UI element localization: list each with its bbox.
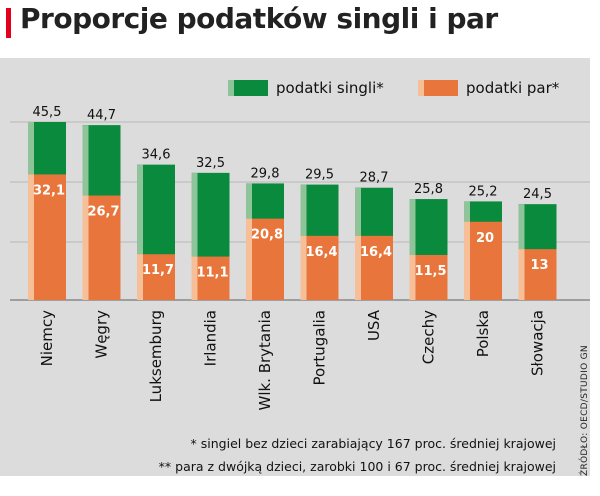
bar-couples-highlight bbox=[28, 174, 34, 300]
bar-couples-highlight bbox=[82, 195, 89, 300]
bar-couples-highlight bbox=[409, 255, 416, 300]
bar-couples bbox=[82, 195, 121, 300]
legend-item-couples: podatki par* bbox=[418, 79, 560, 97]
bar-group: 45,5 32,1 Niemcy bbox=[28, 105, 66, 366]
bar-singles-highlight bbox=[137, 164, 143, 300]
bar-couples bbox=[246, 218, 284, 300]
value-label-couples: 26,7 bbox=[87, 205, 119, 220]
bar-group: 25,8 11,5 Czechy bbox=[409, 182, 448, 364]
bar-couples bbox=[137, 254, 175, 300]
bar-singles-highlight bbox=[191, 172, 198, 300]
bar-couples-highlight bbox=[246, 218, 252, 300]
legend-swatch bbox=[228, 80, 268, 96]
value-label-singles: 28,7 bbox=[360, 171, 389, 186]
value-label-couples: 11,1 bbox=[196, 266, 228, 281]
value-label-singles: 44,7 bbox=[87, 108, 116, 123]
source-credit: ŹRÓDŁO: OECD/STUDIO GN bbox=[580, 345, 590, 476]
bar-couples bbox=[300, 235, 339, 300]
bar-couples bbox=[464, 221, 502, 300]
value-label-singles: 25,2 bbox=[469, 184, 498, 199]
value-label-couples: 20 bbox=[476, 231, 494, 246]
category-label: Wlk. Brytania bbox=[256, 310, 274, 411]
bar-couples bbox=[518, 249, 557, 300]
bar-group: 29,8 20,8 Wlk. Brytania bbox=[246, 166, 284, 411]
bar-group: 24,5 13 Słowacja bbox=[518, 187, 557, 376]
footnote-singles: * singiel bez dzieci zarabiający 167 pro… bbox=[190, 436, 556, 451]
bar-group: 28,7 16,4 USA bbox=[355, 171, 393, 341]
category-label: Portugalia bbox=[311, 310, 329, 385]
category-label: Niemcy bbox=[38, 310, 56, 366]
value-label-couples: 11,7 bbox=[142, 263, 174, 278]
category-label: Luksemburg bbox=[147, 310, 165, 402]
legend-swatch-highlight bbox=[228, 80, 234, 96]
bar-couples-highlight bbox=[355, 235, 361, 300]
value-label-singles: 34,6 bbox=[142, 148, 171, 163]
value-label-couples: 16,4 bbox=[305, 245, 337, 260]
bar-group: 34,6 11,7 Luksemburg bbox=[137, 148, 175, 402]
category-label: Węgry bbox=[93, 310, 111, 359]
legend-item-singles: podatki singli* bbox=[228, 79, 384, 97]
category-label: Czechy bbox=[420, 310, 438, 364]
bar-couples bbox=[191, 256, 230, 300]
bar-singles-highlight bbox=[409, 199, 416, 300]
bars: 45,5 32,1 Niemcy 44,7 26,7 Węgry 34,6 11,7 Lukse… bbox=[28, 105, 557, 411]
value-label-singles: 25,8 bbox=[414, 182, 443, 197]
value-label-singles: 24,5 bbox=[523, 187, 552, 202]
value-label-couples: 11,5 bbox=[414, 264, 446, 279]
bar-couples-highlight bbox=[518, 249, 525, 300]
value-label-couples: 13 bbox=[530, 258, 548, 273]
legend-swatch-highlight bbox=[418, 80, 424, 96]
category-label: Polska bbox=[474, 310, 492, 357]
bar-couples-highlight bbox=[137, 254, 143, 300]
value-label-couples: 20,8 bbox=[251, 228, 283, 243]
bar-group: 44,7 26,7 Węgry bbox=[82, 108, 121, 359]
value-label-couples: 32,1 bbox=[33, 183, 65, 198]
bar-couples bbox=[409, 255, 448, 300]
value-label-singles: 32,5 bbox=[196, 156, 225, 171]
legend-label: podatki singli* bbox=[276, 79, 384, 97]
legend-swatch bbox=[418, 80, 458, 96]
category-label: Słowacja bbox=[529, 310, 547, 376]
category-label: Irlandia bbox=[202, 310, 220, 366]
value-label-singles: 29,5 bbox=[305, 168, 334, 183]
value-label-singles: 45,5 bbox=[33, 105, 62, 120]
value-label-singles: 29,8 bbox=[251, 166, 280, 181]
value-label-couples: 16,4 bbox=[360, 245, 392, 260]
legend: podatki singli* podatki par* bbox=[228, 79, 560, 97]
bar-couples-highlight bbox=[300, 235, 307, 300]
category-label: USA bbox=[365, 309, 383, 341]
bar-couples-highlight bbox=[191, 256, 198, 300]
bar-couples bbox=[28, 174, 66, 300]
bar-couples bbox=[355, 235, 393, 300]
bar-group: 25,2 20 Polska bbox=[464, 184, 502, 357]
bar-group: 32,5 11,1 Irlandia bbox=[191, 156, 230, 366]
legend-label: podatki par* bbox=[466, 79, 560, 97]
bar-group: 29,5 16,4 Portugalia bbox=[300, 168, 339, 385]
chart-title: Proporcje podatków singli i par bbox=[20, 2, 498, 35]
title-accent-bar bbox=[6, 8, 11, 38]
footnote-couples: ** para z dwójką dzieci, zarobki 100 i 6… bbox=[158, 459, 556, 474]
bar-couples-highlight bbox=[464, 221, 470, 300]
